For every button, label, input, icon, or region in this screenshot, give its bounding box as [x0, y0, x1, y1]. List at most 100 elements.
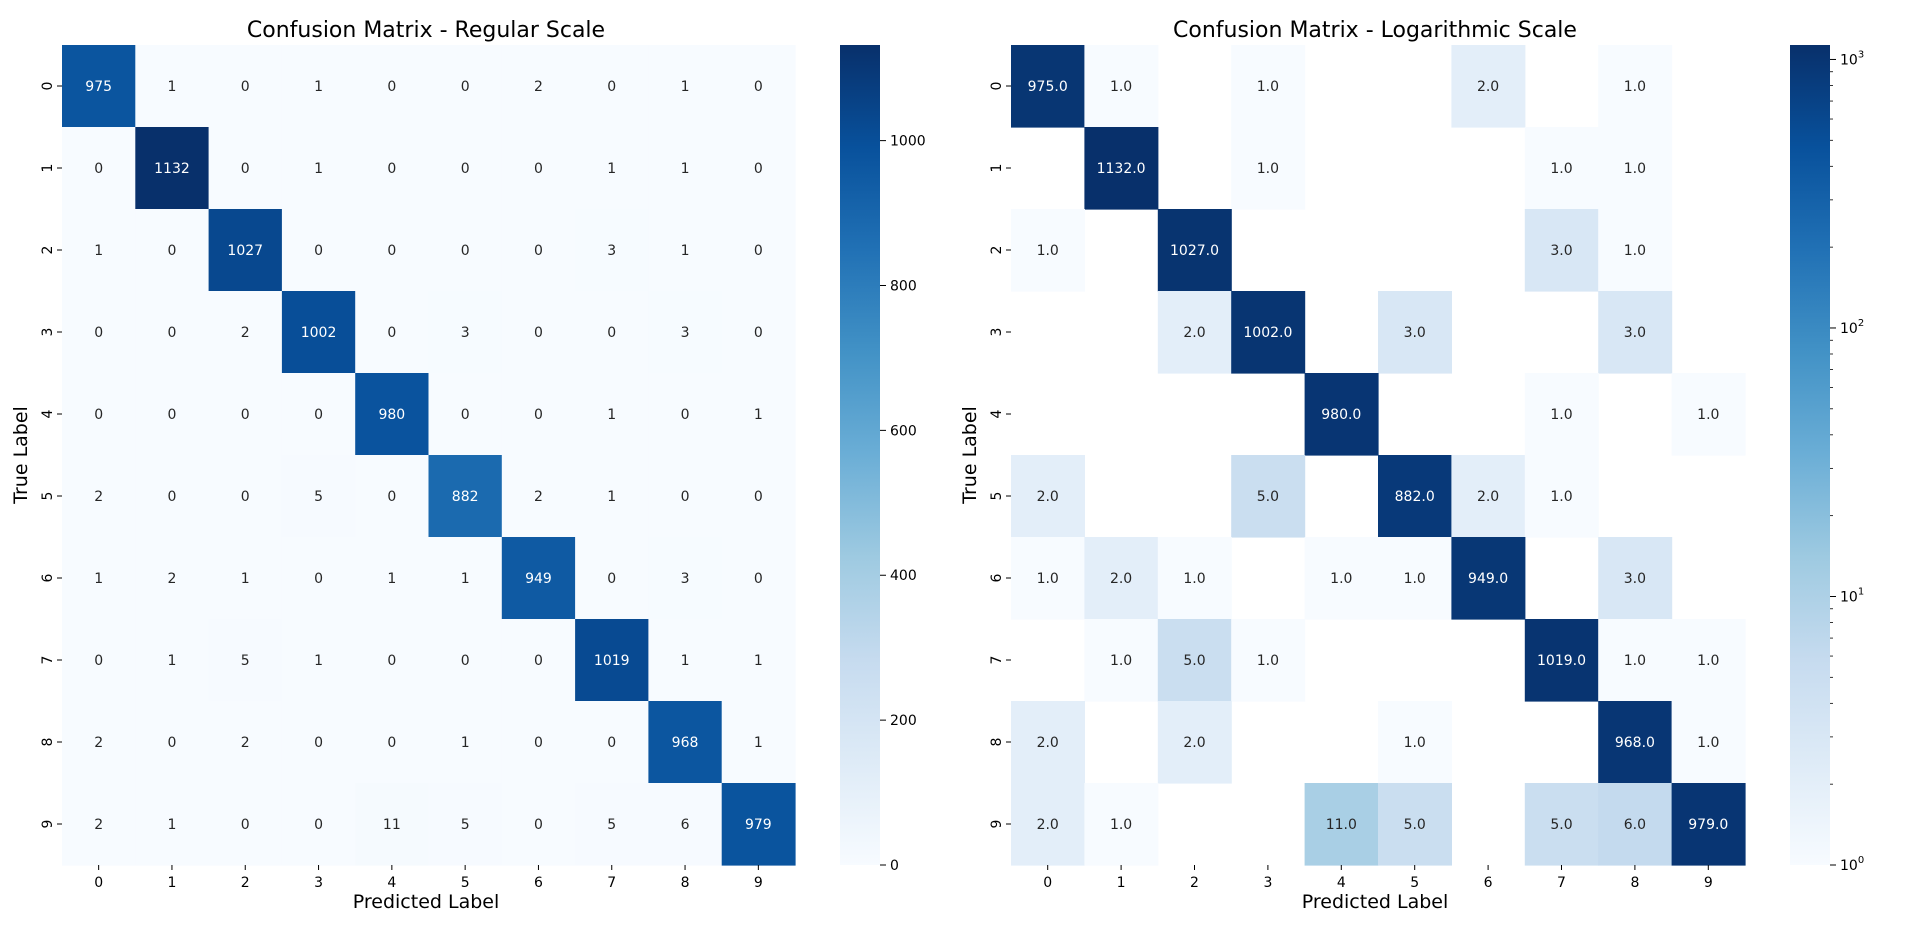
x-tick-label: 0 — [1043, 875, 1052, 891]
heatmap-cell — [721, 209, 796, 292]
heatmap-cell — [1157, 701, 1232, 784]
cell-value-label: 0 — [387, 325, 396, 341]
heatmap-cell — [1671, 619, 1746, 702]
cell-value-label: 949 — [525, 571, 552, 587]
cell-value-label: 0 — [387, 653, 396, 669]
y-tick-label: 5 — [989, 492, 1005, 501]
cell-value-label: 0 — [534, 735, 543, 751]
heatmap-cell — [1011, 537, 1085, 620]
heatmap-cell — [575, 537, 649, 620]
cell-value-label: 6 — [681, 817, 690, 833]
cell-value-label: 1 — [607, 161, 616, 177]
heatmap-cell — [208, 783, 283, 866]
y-tick-label: 3 — [40, 328, 56, 337]
heatmap-cell — [1524, 209, 1599, 292]
cell-value-label: 2 — [94, 489, 103, 505]
heatmap-cell — [1451, 537, 1526, 620]
heatmap-cell — [575, 455, 649, 538]
heatmap-cell — [62, 455, 136, 538]
cell-value-label: 0 — [167, 735, 176, 751]
cell-value-label: 1 — [314, 653, 323, 669]
heatmap-cell — [721, 783, 796, 866]
heatmap-cell — [135, 127, 210, 210]
cell-value-label: 1 — [94, 571, 103, 587]
cell-value-label: 0 — [314, 735, 323, 751]
cell-value-label: 0 — [754, 79, 763, 95]
heatmap-regular: Confusion Matrix - Regular Scale 975 1 0 1 0… — [10, 18, 926, 913]
cell-value-label: 0 — [94, 407, 103, 423]
cell-value-label: 0 — [167, 243, 176, 259]
heatmap-cell — [1598, 45, 1673, 128]
cell-value-label: 3 — [607, 243, 616, 259]
cell-value-label: 1.0 — [1183, 571, 1205, 587]
cell-value-label: 1.0 — [1037, 571, 1059, 587]
x-tick-label: 5 — [461, 875, 470, 891]
heatmap-log: Confusion Matrix - Logarithmic Scale 975… — [959, 18, 1864, 913]
cell-value-label: 1 — [461, 571, 470, 587]
heatmap-cell — [575, 209, 649, 292]
cell-value-label: 0 — [681, 407, 690, 423]
cell-value-label: 1.0 — [1550, 407, 1572, 423]
cell-value-label: 2.0 — [1477, 79, 1499, 95]
cell-value-label: 949.0 — [1468, 571, 1508, 587]
heatmap-cell — [1524, 619, 1599, 702]
heatmap-cell — [281, 291, 356, 374]
heatmap-cell — [1524, 455, 1599, 538]
heatmap-cell — [501, 373, 576, 456]
heatmap-cell — [1524, 783, 1599, 866]
heatmap-cell — [355, 701, 430, 784]
x-tick-label: 7 — [607, 875, 616, 891]
cell-value-label: 0 — [387, 489, 396, 505]
heatmap-cell — [1157, 619, 1232, 702]
heatmap-cell — [501, 619, 576, 702]
heatmap-cell — [135, 291, 210, 374]
x-tick-label: 6 — [534, 875, 543, 891]
cell-value-label: 1 — [607, 407, 616, 423]
heatmap-cell — [1304, 373, 1379, 456]
cell-value-label: 0 — [754, 243, 763, 259]
cell-value-label: 0 — [387, 79, 396, 95]
cell-value-label: 3.0 — [1404, 325, 1426, 341]
cell-value-label: 2.0 — [1110, 571, 1132, 587]
heatmap-cell — [1011, 209, 1085, 292]
cell-value-label: 882.0 — [1395, 489, 1435, 505]
cell-value-label: 5.0 — [1404, 817, 1426, 833]
x-tick-label: 6 — [1484, 875, 1493, 891]
heatmap-cell — [721, 619, 796, 702]
cell-value-label: 2 — [167, 571, 176, 587]
colorbar-ticks: 100 101 102 103 — [1830, 49, 1864, 874]
cell-value-label: 1.0 — [1624, 79, 1646, 95]
heatmap-cell — [1598, 783, 1673, 866]
cell-value-label: 0 — [681, 489, 690, 505]
cell-value-label: 1 — [681, 79, 690, 95]
heatmap-cell — [355, 619, 430, 702]
cell-value-label: 0 — [94, 325, 103, 341]
heatmap-cell — [1671, 701, 1746, 784]
heatmap-cells — [1011, 45, 1746, 866]
cell-value-label: 0 — [754, 161, 763, 177]
heatmap-cell — [281, 701, 356, 784]
colorbar-minor-ticks — [1830, 71, 1833, 785]
cell-value-label: 5.0 — [1183, 653, 1205, 669]
cell-value-label: 0 — [607, 571, 616, 587]
cell-value-label: 2 — [534, 489, 543, 505]
cell-value-label: 0 — [607, 735, 616, 751]
heatmap-cell — [281, 619, 356, 702]
colorbar-tick-label: 103 — [1840, 49, 1864, 68]
cell-value-label: 0 — [461, 653, 470, 669]
colorbar-tick-label: 200 — [890, 713, 917, 729]
colorbar-tick-label: 101 — [1840, 586, 1864, 605]
heatmap-cell — [62, 291, 136, 374]
cell-labels: 975.0 1.0 1.0 2.0 1.0 1132.0 1.0 1.0 1.0 1.0 1027.… — [1028, 79, 1729, 833]
heatmap-cell — [648, 127, 723, 210]
heatmap-cell — [62, 209, 136, 292]
cell-value-label: 1132.0 — [1097, 161, 1146, 177]
cell-value-label: 0 — [387, 735, 396, 751]
y-tick-label: 4 — [989, 409, 1005, 418]
y-tick-label: 2 — [40, 246, 56, 255]
y-tick-label: 0 — [989, 82, 1005, 91]
heatmap-cell — [575, 783, 649, 866]
x-axis-label: Predicted Label — [1302, 891, 1449, 913]
heatmap-cell — [575, 45, 649, 128]
